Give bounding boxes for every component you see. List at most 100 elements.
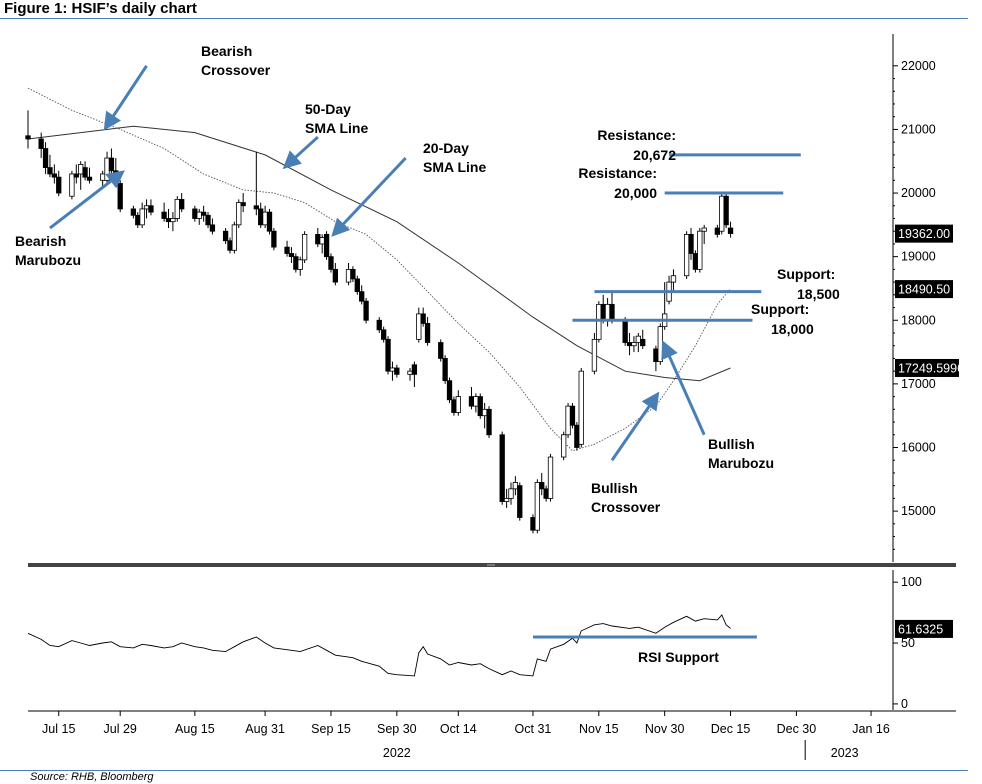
candle-body [468,396,475,407]
candle [662,282,668,330]
candle-body [626,342,633,347]
candle-body [631,342,637,347]
annotation-text: 20-Day [423,140,469,156]
candle [473,393,479,413]
annotation-text: Bullish [591,480,638,496]
candle-body [363,300,369,321]
candle-body [389,367,396,372]
candle [455,390,461,416]
x-tick-label: Jul 15 [42,722,75,736]
candle-body [499,434,505,502]
candle [135,212,141,229]
candle [253,151,259,216]
annotation-text: Marubozu [708,455,774,471]
candle [719,193,725,235]
candle [139,202,145,229]
candle [200,205,207,222]
candle [359,285,365,305]
candle-body [73,173,79,178]
candle-body [271,230,277,248]
level-label: Resistance: [578,165,657,181]
candle [609,291,615,324]
candle-body [82,167,88,178]
candle-body [438,342,444,359]
candle-body [407,370,413,375]
candle [25,110,31,149]
candle [446,377,453,403]
candle [78,161,84,190]
candle-body [640,338,646,347]
year-label: 2022 [383,746,411,760]
candle [315,228,321,248]
candle-body [196,211,202,219]
candle-body [688,233,694,254]
candle-body [420,313,426,324]
annotation-text: Crossover [591,499,661,515]
candle-body [455,396,461,413]
candle-body [534,482,540,531]
candle [596,301,602,343]
candle [653,345,659,372]
candle-body [604,303,611,321]
annotation-arrow [49,170,125,230]
candle [561,431,567,461]
candle-body [262,211,268,226]
candle [332,263,339,286]
candle-body [719,195,725,232]
candle [635,332,641,353]
candle [666,275,672,305]
candle [117,180,123,213]
candle [99,170,106,187]
candle-body [622,319,628,343]
candle-body [596,303,602,340]
candle-body [539,482,545,490]
candle-body [578,370,584,445]
price-tick-label: 21000 [901,122,936,136]
candle [170,212,176,232]
candle [631,336,637,353]
candle [130,205,137,219]
candle-body [323,233,330,258]
candle [323,231,330,260]
candle [179,193,185,213]
x-axis: Jul 15 Jul 29 Aug 15 Aug 31 Sep 15 Sep 30 Oct … [28,710,956,760]
candle [258,202,264,229]
candle [297,256,303,276]
candle-body [653,348,659,363]
candle [578,367,584,448]
candle [86,167,93,184]
candle [424,317,431,346]
candle [319,234,325,254]
candle-body [477,396,483,417]
candle-body [288,253,295,258]
candle-body [78,164,84,175]
candle-body [209,224,216,232]
year-label: 2023 [831,746,859,760]
candle-body [381,329,387,340]
annotation-text: Marubozu [15,252,81,268]
x-tick-label: Jul 29 [104,722,137,736]
candle-body [222,230,229,242]
candle-body [376,319,382,331]
candle [477,393,483,419]
candle [165,208,172,229]
candle-body [25,135,31,140]
candle-body [328,256,334,270]
annotation-text: Bearish [15,233,66,249]
title-rule [0,18,968,19]
annotation-arrow [282,135,319,170]
candle [569,402,576,429]
level-label: Resistance: [597,127,676,143]
candle-body [104,157,110,181]
rsi-tick-label: 0 [901,697,908,711]
candle-body [574,424,580,448]
candle [293,253,299,273]
price-tick-label: 20000 [901,186,936,200]
candle-body [319,237,325,245]
candle-body [503,497,510,502]
level-value: 18,500 [797,286,840,302]
candle-body [442,358,448,382]
rsi-tag-label: 61.6325 [898,622,943,636]
panel-divider [28,563,956,567]
level-value: 20,672 [633,147,676,163]
